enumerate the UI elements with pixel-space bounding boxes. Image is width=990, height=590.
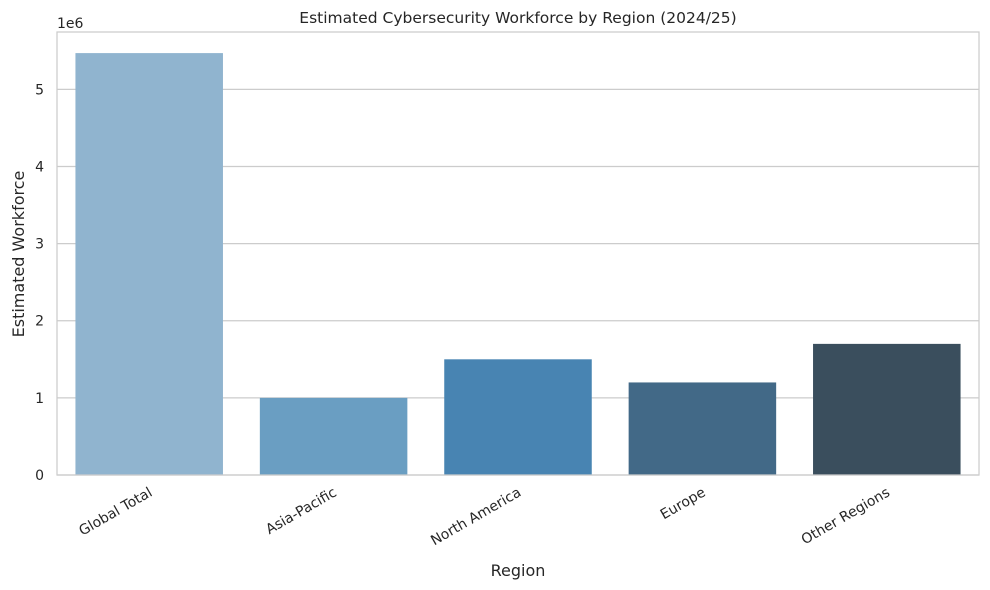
y-axis-offset-label: 1e6 xyxy=(57,16,84,32)
bar-global-total xyxy=(75,53,223,475)
y-tick-label: 0 xyxy=(35,468,44,484)
y-tick-label: 2 xyxy=(35,314,44,330)
y-tick-labels: 0 1 2 3 4 5 xyxy=(35,82,44,484)
x-tick-label: Asia-Pacific xyxy=(263,485,339,538)
x-tick-label: Other Regions xyxy=(799,485,893,549)
y-tick-label: 4 xyxy=(35,159,44,175)
x-axis-label: Region xyxy=(491,561,546,580)
bar-europe xyxy=(628,382,777,475)
bar-north-america xyxy=(444,359,592,475)
y-tick-label: 5 xyxy=(35,82,44,98)
bar-other-regions xyxy=(813,343,961,475)
y-tick-label: 3 xyxy=(35,237,44,253)
plot-frame xyxy=(56,31,980,476)
y-axis-label: Estimated Workforce xyxy=(9,171,28,338)
bars xyxy=(75,53,961,475)
chart-title: Estimated Cybersecurity Workforce by Reg… xyxy=(299,9,736,27)
x-tick-label: Europe xyxy=(658,485,709,523)
x-tick-label: North America xyxy=(428,485,524,550)
y-tick-label: 1 xyxy=(35,391,44,407)
x-tick-label: Global Total xyxy=(76,485,155,540)
bar-asia-pacific xyxy=(259,397,408,475)
x-tick-labels: Global Total Asia-Pacific North America Eur… xyxy=(76,485,892,550)
